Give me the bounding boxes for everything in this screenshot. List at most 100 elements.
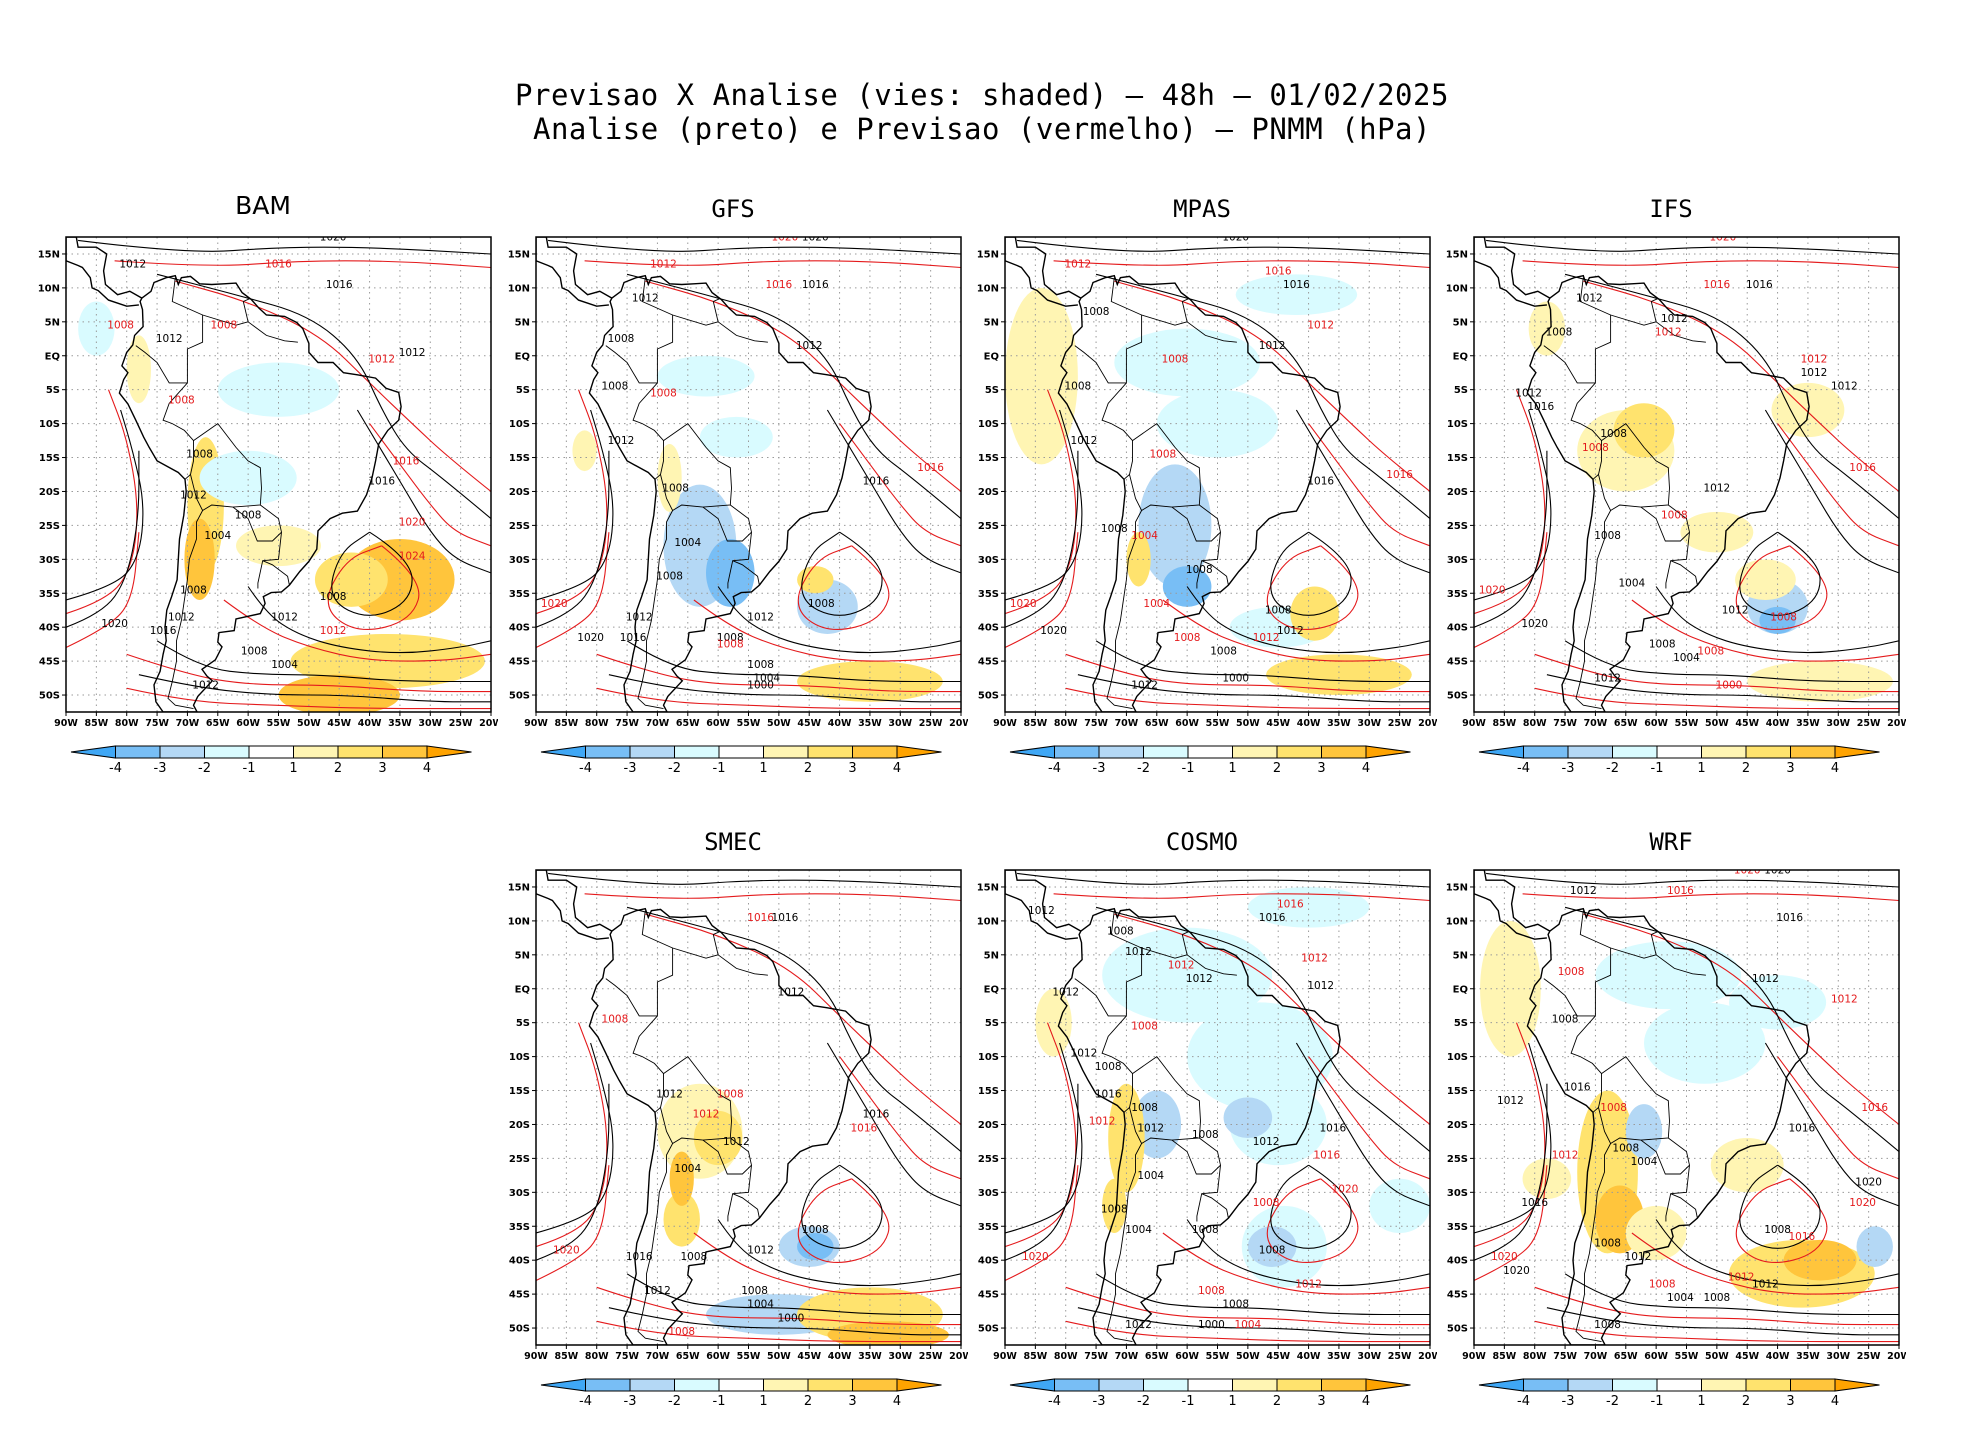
colorbar-bin <box>1656 745 1702 759</box>
colorbar-tick-label: -4 <box>579 1394 592 1409</box>
forecast-isobar <box>1522 260 1899 269</box>
colorbar-tick-label: -2 <box>1606 1394 1619 1409</box>
contour-label: 1012 <box>399 347 426 359</box>
lon-tick-label: 35W <box>1796 718 1820 729</box>
colorbar-high-extend <box>1834 745 1880 759</box>
contour-label: 1016 <box>747 912 774 924</box>
contour-label: 1012 <box>1722 605 1749 617</box>
contour-label: 1008 <box>1174 632 1201 644</box>
lon-tick-label: 90W <box>524 718 548 729</box>
colorbar-high-extend <box>1365 745 1411 759</box>
lon-tick-label: 50W <box>1236 718 1260 729</box>
colorbar-bin <box>674 1378 720 1392</box>
contour-label: 1012 <box>1071 435 1098 447</box>
forecast-isobar <box>1474 1165 1548 1281</box>
lon-tick-label: 35W <box>1796 1351 1820 1362</box>
plot-area: 1020 1012 1016 1016 1008 1012 1008 1012 1012 1008… <box>66 231 491 712</box>
colorbar-tick-label: -4 <box>109 761 122 776</box>
colorbar-bin <box>852 1378 898 1392</box>
forecast-isobar <box>1534 1286 1899 1326</box>
analysis-isobar <box>1564 906 1899 1153</box>
contour-label: 1012 <box>1307 320 1334 332</box>
colorbar-bin <box>1098 1378 1144 1392</box>
panel-title: BAM <box>235 191 291 220</box>
colorbar-bin <box>1232 1378 1278 1392</box>
colorbar-tick-label: 2 <box>1742 761 1750 776</box>
contour-label: 1020 <box>1491 1251 1518 1263</box>
bias-shading-region <box>1759 606 1796 634</box>
bias-shading-region <box>1528 301 1566 356</box>
contour-label: 1012 <box>1028 905 1055 917</box>
contour-label: 1020 <box>320 231 347 243</box>
lon-tick-label: 90W <box>993 718 1017 729</box>
contour-label: 1008 <box>1107 925 1134 937</box>
contour-label: 1008 <box>1149 449 1176 461</box>
colorbar-tick-label: -1 <box>1651 761 1664 776</box>
analysis-isobar <box>608 1307 961 1336</box>
contour-label: 1012 <box>1071 1048 1098 1060</box>
lon-tick-label: 20W <box>1887 718 1906 729</box>
lon-tick-label: 60W <box>236 718 260 729</box>
forecast-isobar <box>1053 260 1430 269</box>
lat-tick-label: 25S <box>978 521 999 532</box>
lat-tick-label: 25S <box>39 521 60 532</box>
analysis-isobar <box>1095 640 1430 683</box>
colorbar-tick-label: 3 <box>1317 761 1325 776</box>
lon-tick-label: 80W <box>585 1351 609 1362</box>
colorbar-low-extend <box>540 745 586 759</box>
colorbar-low-extend <box>70 745 116 759</box>
bias-shading-region <box>693 1110 743 1166</box>
contour-label: 1008 <box>808 598 835 610</box>
lon-tick-label: 45W <box>797 718 821 729</box>
lon-tick-label: 75W <box>1553 1351 1577 1362</box>
contour-label: 1016 <box>1667 885 1694 897</box>
forecast-isobar <box>369 423 491 547</box>
lat-tick-label: 20S <box>1447 487 1468 498</box>
isobar-contours <box>1474 239 1899 710</box>
graticule <box>1005 870 1430 1345</box>
lat-tick-label: 5N <box>515 950 530 961</box>
colorbar-tick-label: -3 <box>1093 1394 1106 1409</box>
contour-label: 1012 <box>1307 980 1334 992</box>
colorbar: -4 -3 -2 -1 1 2 3 4 <box>70 745 472 776</box>
forecast-isobar <box>1474 389 1546 615</box>
contour-label: 1024 <box>399 550 426 562</box>
colorbar-bin <box>763 1378 809 1392</box>
lon-tick-label: 90W <box>1462 1351 1486 1362</box>
contour-label: 1012 <box>1497 1095 1524 1107</box>
forecast-isobar <box>1735 545 1828 630</box>
analysis-isobar <box>1474 1083 1548 1261</box>
contour-label: 1008 <box>1210 645 1237 657</box>
colorbar: -4 -3 -2 -1 1 2 3 4 <box>540 745 942 776</box>
lat-tick-label: 45S <box>509 1290 530 1301</box>
contour-label: 1012 <box>1052 987 1079 999</box>
contour-label: 1020 <box>1849 1197 1876 1209</box>
lat-tick-label: 15N <box>508 249 530 260</box>
analysis-isobar <box>1077 674 1430 703</box>
bias-shading-region <box>1480 920 1541 1057</box>
colorbar-tick-label: -3 <box>624 761 637 776</box>
contour-label: 1012 <box>156 333 183 345</box>
contour-label: 1012 <box>626 611 653 623</box>
graticule <box>1474 237 1899 712</box>
lon-tick-label: 45W <box>327 718 351 729</box>
lat-tick-label: 15S <box>509 453 530 464</box>
lon-tick-label: 40W <box>1766 718 1790 729</box>
lon-tick-label: 70W <box>1115 1351 1139 1362</box>
contour-label: 1004 <box>1234 1319 1261 1331</box>
forecast-isobar <box>1735 1178 1828 1263</box>
forecast-isobar <box>839 423 961 547</box>
lon-tick-label: 25W <box>919 1351 943 1362</box>
analysis-isobar <box>1095 1273 1430 1316</box>
lat-tick-label: 40S <box>978 1256 999 1267</box>
analysis-isobar <box>1005 1083 1079 1261</box>
lon-tick-label: 25W <box>449 718 473 729</box>
contour-label: 1016 <box>393 455 420 467</box>
contour-label: 1012 <box>1089 1115 1116 1127</box>
country-borders <box>135 277 298 710</box>
panel-gfs: GFS 1020 1020 1012 1016 1016 1012 1008 1012 1008 1… <box>498 195 968 795</box>
lon-tick-label: 30W <box>1826 718 1850 729</box>
panel-smec: SMEC 1016 1016 1012 1008 1012 1012 1008 1012 1004… <box>498 828 968 1428</box>
forecast-isobar <box>1266 545 1359 630</box>
contour-label: 1008 <box>1770 611 1797 623</box>
